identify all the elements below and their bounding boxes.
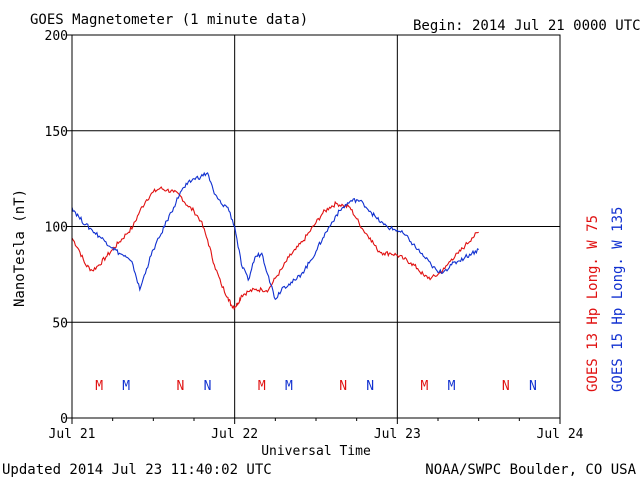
marker-m-goes13-8: M	[421, 379, 429, 394]
legend-goes13: GOES 13 Hp Long. W 75	[585, 215, 601, 392]
marker-m-goes15-1: M	[122, 379, 130, 394]
updated-timestamp: Updated 2014 Jul 23 11:40:02 UTC	[2, 462, 272, 478]
y-tick-label-50: 50	[52, 316, 68, 331]
marker-n-goes15-3: N	[204, 379, 212, 394]
x-tick-label-72: Jul 24	[537, 427, 584, 442]
y-axis-label: NanoTesla (nT)	[12, 189, 28, 307]
credit-text: NOAA/SWPC Boulder, CO USA	[425, 462, 636, 478]
marker-m-goes15-5: M	[285, 379, 293, 394]
plot-frame	[71, 34, 561, 419]
begin-value: 2014 Jul 21 0000 UTC	[472, 18, 640, 34]
marker-n-goes15-7: N	[366, 379, 374, 394]
y-tick-label-100: 100	[45, 221, 68, 236]
y-tick-label-150: 150	[45, 125, 68, 140]
x-tick-label-0: Jul 21	[49, 427, 96, 442]
marker-n-goes15-11: N	[529, 379, 537, 394]
x-tick-label-24: Jul 22	[211, 427, 258, 442]
marker-m-goes15-9: M	[448, 379, 456, 394]
begin-label: Begin:	[413, 18, 464, 34]
series-line-goes15	[71, 171, 479, 301]
marker-m-goes13-0: M	[95, 379, 103, 394]
grid	[72, 35, 560, 418]
chart-title: GOES Magnetometer (1 minute data)	[30, 12, 308, 28]
y-tick-label-200: 200	[45, 29, 68, 44]
marker-n-goes13-2: N	[177, 379, 185, 394]
series-line-goes13	[71, 186, 479, 311]
x-axis-label: Universal Time	[261, 444, 371, 459]
series-lines	[71, 171, 479, 311]
marker-m-goes13-4: M	[258, 379, 266, 394]
legend-goes15: GOES 15 Hp Long. W 135	[610, 207, 626, 392]
axes: 0 50 100 150 200 Jul 21 Jul 22 Jul 23 Jul 24	[45, 29, 584, 442]
marker-n-goes13-10: N	[502, 379, 510, 394]
x-tick-label-48: Jul 23	[374, 427, 421, 442]
marker-n-goes13-6: N	[339, 379, 347, 394]
y-tick-label-0: 0	[60, 412, 68, 427]
